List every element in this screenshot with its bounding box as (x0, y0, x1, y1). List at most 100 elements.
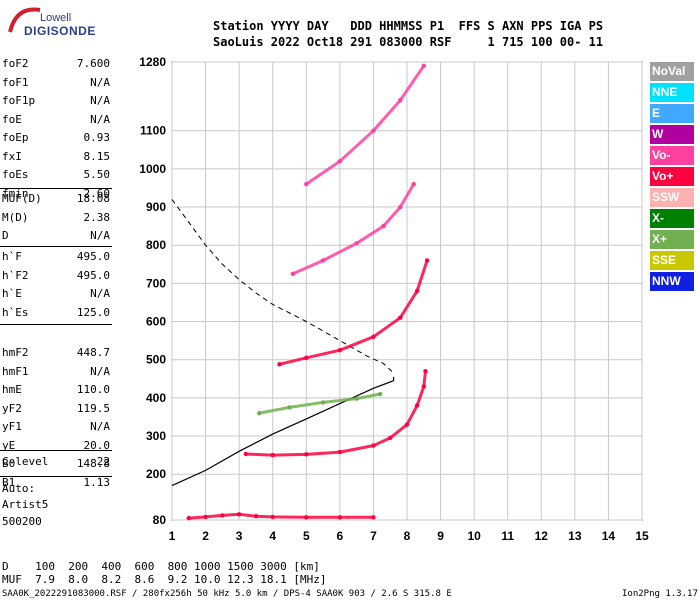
trace-point (411, 181, 416, 187)
digisonde-logo-icon (8, 7, 41, 33)
trace-point (304, 355, 309, 360)
x-tick-label: 11 (501, 529, 514, 543)
trace-point (388, 435, 393, 441)
trace-point (414, 403, 420, 408)
x-tick-label: 4 (269, 529, 276, 543)
trace-point (320, 258, 326, 263)
param-name: foEp (2, 131, 29, 144)
param-row: foE N/A (2, 113, 110, 132)
param-name: B1 (2, 475, 16, 489)
param-name: foEs (2, 168, 29, 181)
legend-item: X+ (650, 230, 694, 249)
trace-point (371, 443, 376, 448)
param-separator (0, 246, 112, 247)
param-row: h`E N/A (2, 287, 110, 306)
param-name: yF1 (2, 420, 22, 433)
trace-line (291, 182, 416, 276)
param-name: h`F (2, 250, 22, 263)
param-row: yF2 119.5 (2, 402, 110, 421)
param-row: fmin 2.60 (2, 187, 110, 206)
trace-point (414, 288, 420, 294)
param-value: N/A (90, 229, 110, 242)
param-separator (0, 324, 112, 325)
legend-item: NNE (650, 83, 694, 102)
header-line-1: Station YYYY DAY DDD HHMMSS P1 FFS S AXN… (213, 19, 604, 33)
trace-point (371, 128, 376, 133)
trace-point (421, 63, 426, 69)
trace-point (337, 449, 343, 455)
param-row: foF1p N/A (2, 94, 110, 113)
param-row: foEs 5.50 (2, 168, 110, 187)
trace-point (304, 452, 309, 457)
x-tick-label: 5 (303, 529, 310, 543)
trace-point (304, 515, 309, 520)
x-tick-label: 7 (370, 529, 377, 543)
autoscale-artist: Artist5 (2, 498, 49, 511)
y-tick-label: 500 (146, 353, 166, 367)
param-row: foF2 7.600 (2, 57, 110, 76)
param-name: D (2, 229, 9, 242)
profile-dashed-line (171, 199, 394, 374)
x-tick-label: 9 (437, 529, 444, 543)
param-name: B0 (2, 457, 16, 470)
footer-version: Ion2Png 1.3.17 (622, 589, 698, 599)
logo-brand: Lowell (40, 12, 72, 24)
param-separator (0, 476, 112, 477)
trace-point (423, 368, 428, 374)
param-row: h`Es 125.0 (2, 306, 110, 325)
param-value: 5.50 (83, 168, 111, 181)
trace-point (337, 347, 343, 353)
param-value: N/A (90, 287, 110, 300)
x-tick-label: 10 (467, 529, 481, 543)
legend-item: SSE (650, 251, 694, 270)
param-row: B1 1.13 (2, 476, 110, 495)
trace-point (398, 97, 403, 103)
param-name: h`F2 (2, 268, 29, 282)
param-name: C-level (2, 455, 49, 468)
trace-line (244, 369, 427, 457)
param-row: C-level 22 (2, 455, 110, 474)
y-tick-label: 1100 (140, 124, 166, 138)
param-name: MUF(D) (2, 192, 42, 205)
y-tick-label: 1280 (139, 55, 166, 69)
legend-item: NNW (650, 272, 694, 291)
param-row: yE 20.0 (2, 439, 110, 458)
param-name: hmF1 (2, 364, 29, 378)
trace-point (354, 396, 359, 401)
trace-point (424, 258, 430, 263)
param-value: 2.38 (83, 210, 111, 224)
param-name: foE (2, 112, 22, 126)
trace-point (354, 241, 359, 246)
param-value: 448.7 (76, 346, 110, 359)
x-tick-label: 15 (635, 529, 649, 543)
param-row: fxI 8.15 (2, 150, 110, 169)
param-value: 18.08 (76, 192, 110, 205)
trace-point (398, 204, 403, 210)
x-tick-label: 2 (202, 529, 209, 543)
trace-point (277, 362, 282, 367)
param-row: B0 148.8 (2, 457, 110, 476)
param-value: 1.13 (83, 475, 111, 489)
trace-point (381, 223, 386, 229)
param-name: h`E (2, 287, 22, 300)
trace-point (304, 181, 309, 187)
param-row: h`F2 495.0 (2, 269, 110, 288)
trace-point (377, 391, 383, 397)
param-name: foF1 (2, 75, 29, 89)
trace-point (236, 512, 242, 517)
param-row: foF1 N/A (2, 76, 110, 95)
y-tick-label: 80 (153, 513, 167, 527)
param-name: foF1p (2, 94, 36, 107)
y-tick-label: 300 (146, 429, 166, 443)
trace-point (270, 514, 275, 520)
y-tick-label: 1000 (139, 162, 166, 176)
trace-point (253, 513, 259, 519)
trace-point (320, 400, 326, 405)
param-name: hmE (2, 383, 22, 396)
param-row: yF1 N/A (2, 420, 110, 439)
trace-point (371, 334, 376, 339)
trace-point (421, 384, 426, 389)
param-value: 0.93 (83, 131, 111, 144)
trace-point (337, 159, 343, 164)
trace-point (287, 405, 292, 410)
